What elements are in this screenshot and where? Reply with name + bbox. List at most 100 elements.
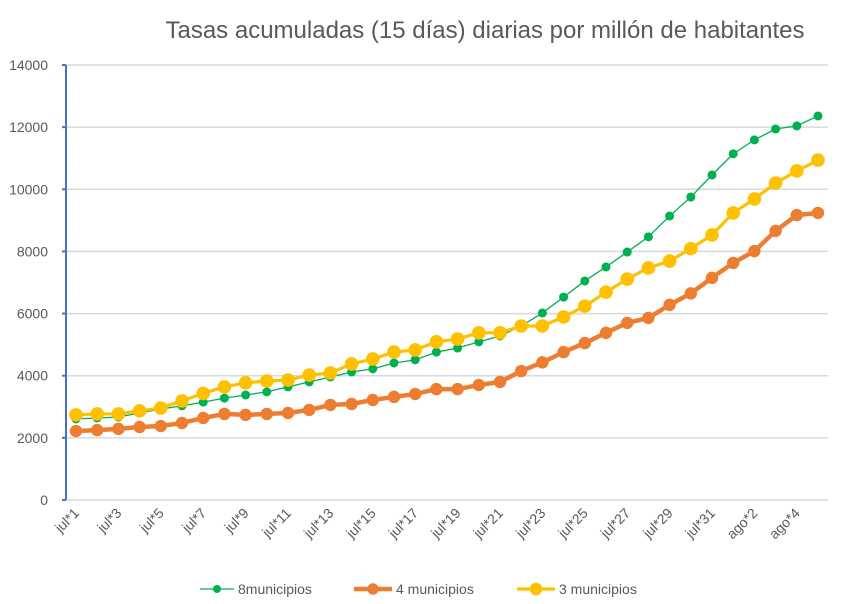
legend-label: 4 municipios (396, 581, 474, 597)
data-point (175, 416, 189, 430)
data-point (112, 422, 125, 436)
data-point (707, 170, 717, 180)
data-point (536, 356, 549, 369)
data-point (453, 343, 463, 353)
x-axis-tick-labels: jul*1 jul*3 jul*5 jul*7 jul*9 jul*11 jul*13 jul… (51, 505, 803, 542)
x-tick-label: jul*23 (512, 505, 549, 542)
y-tick-label: 14000 (9, 57, 48, 73)
x-tick-label: jul*11 (258, 505, 294, 541)
x-tick-label: jul*21 (469, 505, 506, 542)
data-point (408, 343, 423, 357)
data-point (431, 347, 441, 357)
y-tick-label: 0 (40, 492, 48, 508)
data-point (811, 206, 825, 220)
x-tick-label: ago*4 (766, 505, 803, 542)
x-tick-label: jul*5 (136, 505, 167, 536)
y-tick-label: 4000 (17, 368, 48, 384)
data-point (154, 419, 167, 433)
data-point (472, 326, 486, 340)
data-point (368, 364, 378, 374)
legend-label: 3 municipios (559, 581, 637, 597)
data-point (451, 382, 464, 396)
x-tick-label: jul*9 (220, 505, 251, 536)
x-tick-label: jul*15 (342, 505, 379, 542)
data-point (324, 398, 337, 412)
x-tick-label: ago*2 (723, 505, 760, 542)
data-point (241, 390, 251, 400)
data-point (684, 287, 697, 300)
series-3-municipios (69, 153, 825, 422)
data-point (345, 397, 358, 411)
data-point (281, 406, 295, 420)
data-point (811, 153, 825, 167)
x-tick-label: jul*31 (681, 505, 718, 542)
data-point (303, 403, 316, 417)
data-point (198, 397, 208, 407)
data-point (154, 401, 168, 415)
data-point (662, 254, 677, 268)
data-point (133, 420, 146, 434)
data-point (771, 124, 781, 134)
data-point (790, 208, 803, 222)
data-point (69, 424, 83, 438)
data-point (557, 345, 570, 359)
y-tick-label: 6000 (17, 306, 48, 322)
data-point (493, 326, 507, 340)
data-point (429, 335, 444, 349)
data-point (599, 326, 613, 340)
data-point (366, 393, 379, 407)
legend-marker (529, 582, 543, 596)
data-point (578, 336, 591, 350)
data-point (197, 411, 210, 425)
data-point (663, 298, 676, 312)
data-point (196, 386, 210, 401)
data-point (218, 407, 231, 421)
legend-item: 8municipios (200, 581, 312, 597)
data-point (747, 192, 762, 206)
data-point (620, 272, 634, 286)
data-point (813, 111, 823, 121)
y-tick-label: 2000 (17, 430, 48, 446)
chart-title: Tasas acumuladas (15 días) diarias por m… (165, 17, 804, 44)
gridlines (62, 64, 828, 501)
data-point (238, 376, 253, 390)
data-point (599, 285, 613, 299)
data-point (556, 310, 571, 324)
data-point (472, 378, 485, 392)
data-point (580, 276, 590, 286)
data-point (366, 352, 380, 366)
data-point (387, 390, 401, 404)
data-point (323, 366, 338, 380)
series-group (69, 111, 825, 438)
legend-item: 4 municipios (354, 581, 474, 597)
data-point (474, 337, 484, 347)
legend-marker (367, 583, 379, 595)
data-point (727, 256, 740, 270)
data-point (790, 164, 804, 178)
data-point (387, 345, 401, 359)
x-tick-label: jul*17 (385, 505, 422, 542)
data-point (643, 232, 653, 242)
data-point (684, 241, 698, 256)
data-point (219, 393, 229, 403)
x-tick-label: jul*29 (639, 505, 676, 542)
data-point (344, 357, 359, 371)
series-4-municipios (69, 206, 825, 438)
data-point (493, 375, 507, 389)
data-point (601, 262, 611, 272)
data-point (450, 332, 465, 346)
data-point (728, 149, 738, 159)
data-point (515, 364, 528, 378)
data-point (792, 121, 802, 131)
data-point (535, 319, 550, 333)
data-point (641, 261, 656, 275)
data-point (705, 228, 719, 242)
legend: 8municipios 4 municipios 3 municipios (200, 581, 637, 597)
data-point (726, 206, 740, 220)
y-tick-label: 12000 (9, 119, 48, 135)
x-tick-label: jul*25 (554, 505, 591, 542)
data-point (621, 316, 634, 330)
data-point (559, 292, 569, 302)
data-point (665, 211, 675, 221)
